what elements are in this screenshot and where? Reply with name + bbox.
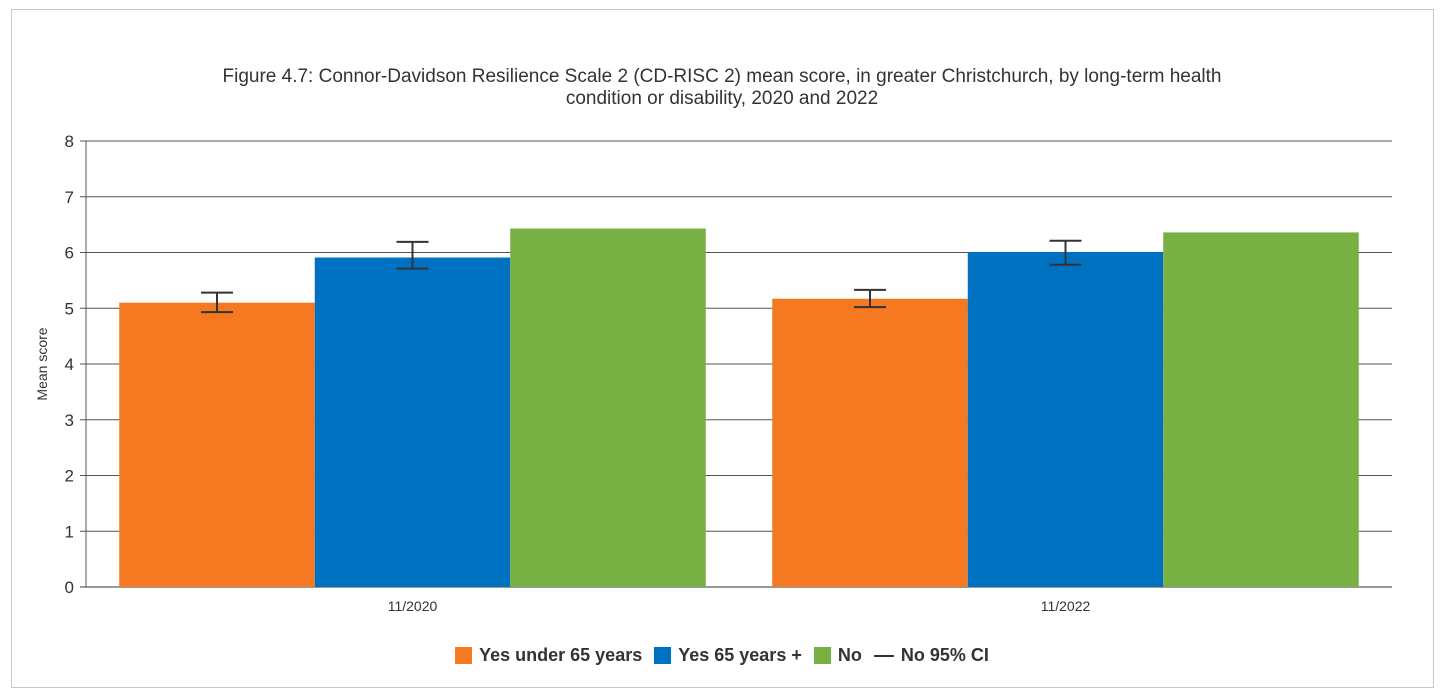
legend-label-yes-65-plus: Yes 65 years + xyxy=(678,645,802,665)
y-tick-label-2: 2 xyxy=(65,467,74,486)
bar-2-1 xyxy=(1163,232,1359,587)
chart-title-line-1: Figure 4.7: Connor-Davidson Resilience S… xyxy=(222,66,1222,87)
bar-2-0 xyxy=(510,228,706,587)
y-tick-label-3: 3 xyxy=(65,411,74,430)
chart-legend: Yes under 65 years Yes 65 years + No No … xyxy=(0,645,1444,666)
legend-label-no: No xyxy=(837,645,862,665)
y-tick-label-5: 5 xyxy=(65,299,74,318)
y-tick-label-7: 7 xyxy=(65,188,74,207)
legend-swatch-no xyxy=(813,647,831,664)
bar-0-1 xyxy=(772,298,968,587)
y-tick-label-1: 1 xyxy=(65,522,74,541)
y-tick-label-8: 8 xyxy=(65,132,74,151)
bar-1-1 xyxy=(967,251,1164,587)
y-axis-label: Mean score xyxy=(34,327,50,400)
bar-0-0 xyxy=(119,302,315,587)
chart-title-line-2: condition or disability, 2020 and 2022 xyxy=(565,88,879,109)
legend-label-yes-under-65: Yes under 65 years xyxy=(479,645,643,665)
legend-label-ci: No 95% CI xyxy=(900,645,989,665)
x-tick-label-0: 11/2020 xyxy=(388,598,438,614)
legend-item-no: No xyxy=(813,645,862,666)
chart-title: Figure 4.7: Connor-Davidson Resilience S… xyxy=(0,66,1444,110)
y-tick-label-0: 0 xyxy=(65,578,74,597)
bar-1-0 xyxy=(314,257,511,587)
y-tick-label-6: 6 xyxy=(65,244,74,263)
legend-item-yes-under-65: Yes under 65 years xyxy=(455,645,642,666)
legend-item-ci: No 95% CI xyxy=(873,645,989,666)
x-tick-label-1: 11/2022 xyxy=(1041,598,1091,614)
legend-item-yes-65-plus: Yes 65 years + xyxy=(654,645,802,666)
legend-swatch-ci xyxy=(873,654,894,657)
legend-swatch-yes-under-65 xyxy=(455,647,473,664)
legend-swatch-yes-65-plus xyxy=(654,647,672,664)
y-tick-label-4: 4 xyxy=(65,355,74,374)
